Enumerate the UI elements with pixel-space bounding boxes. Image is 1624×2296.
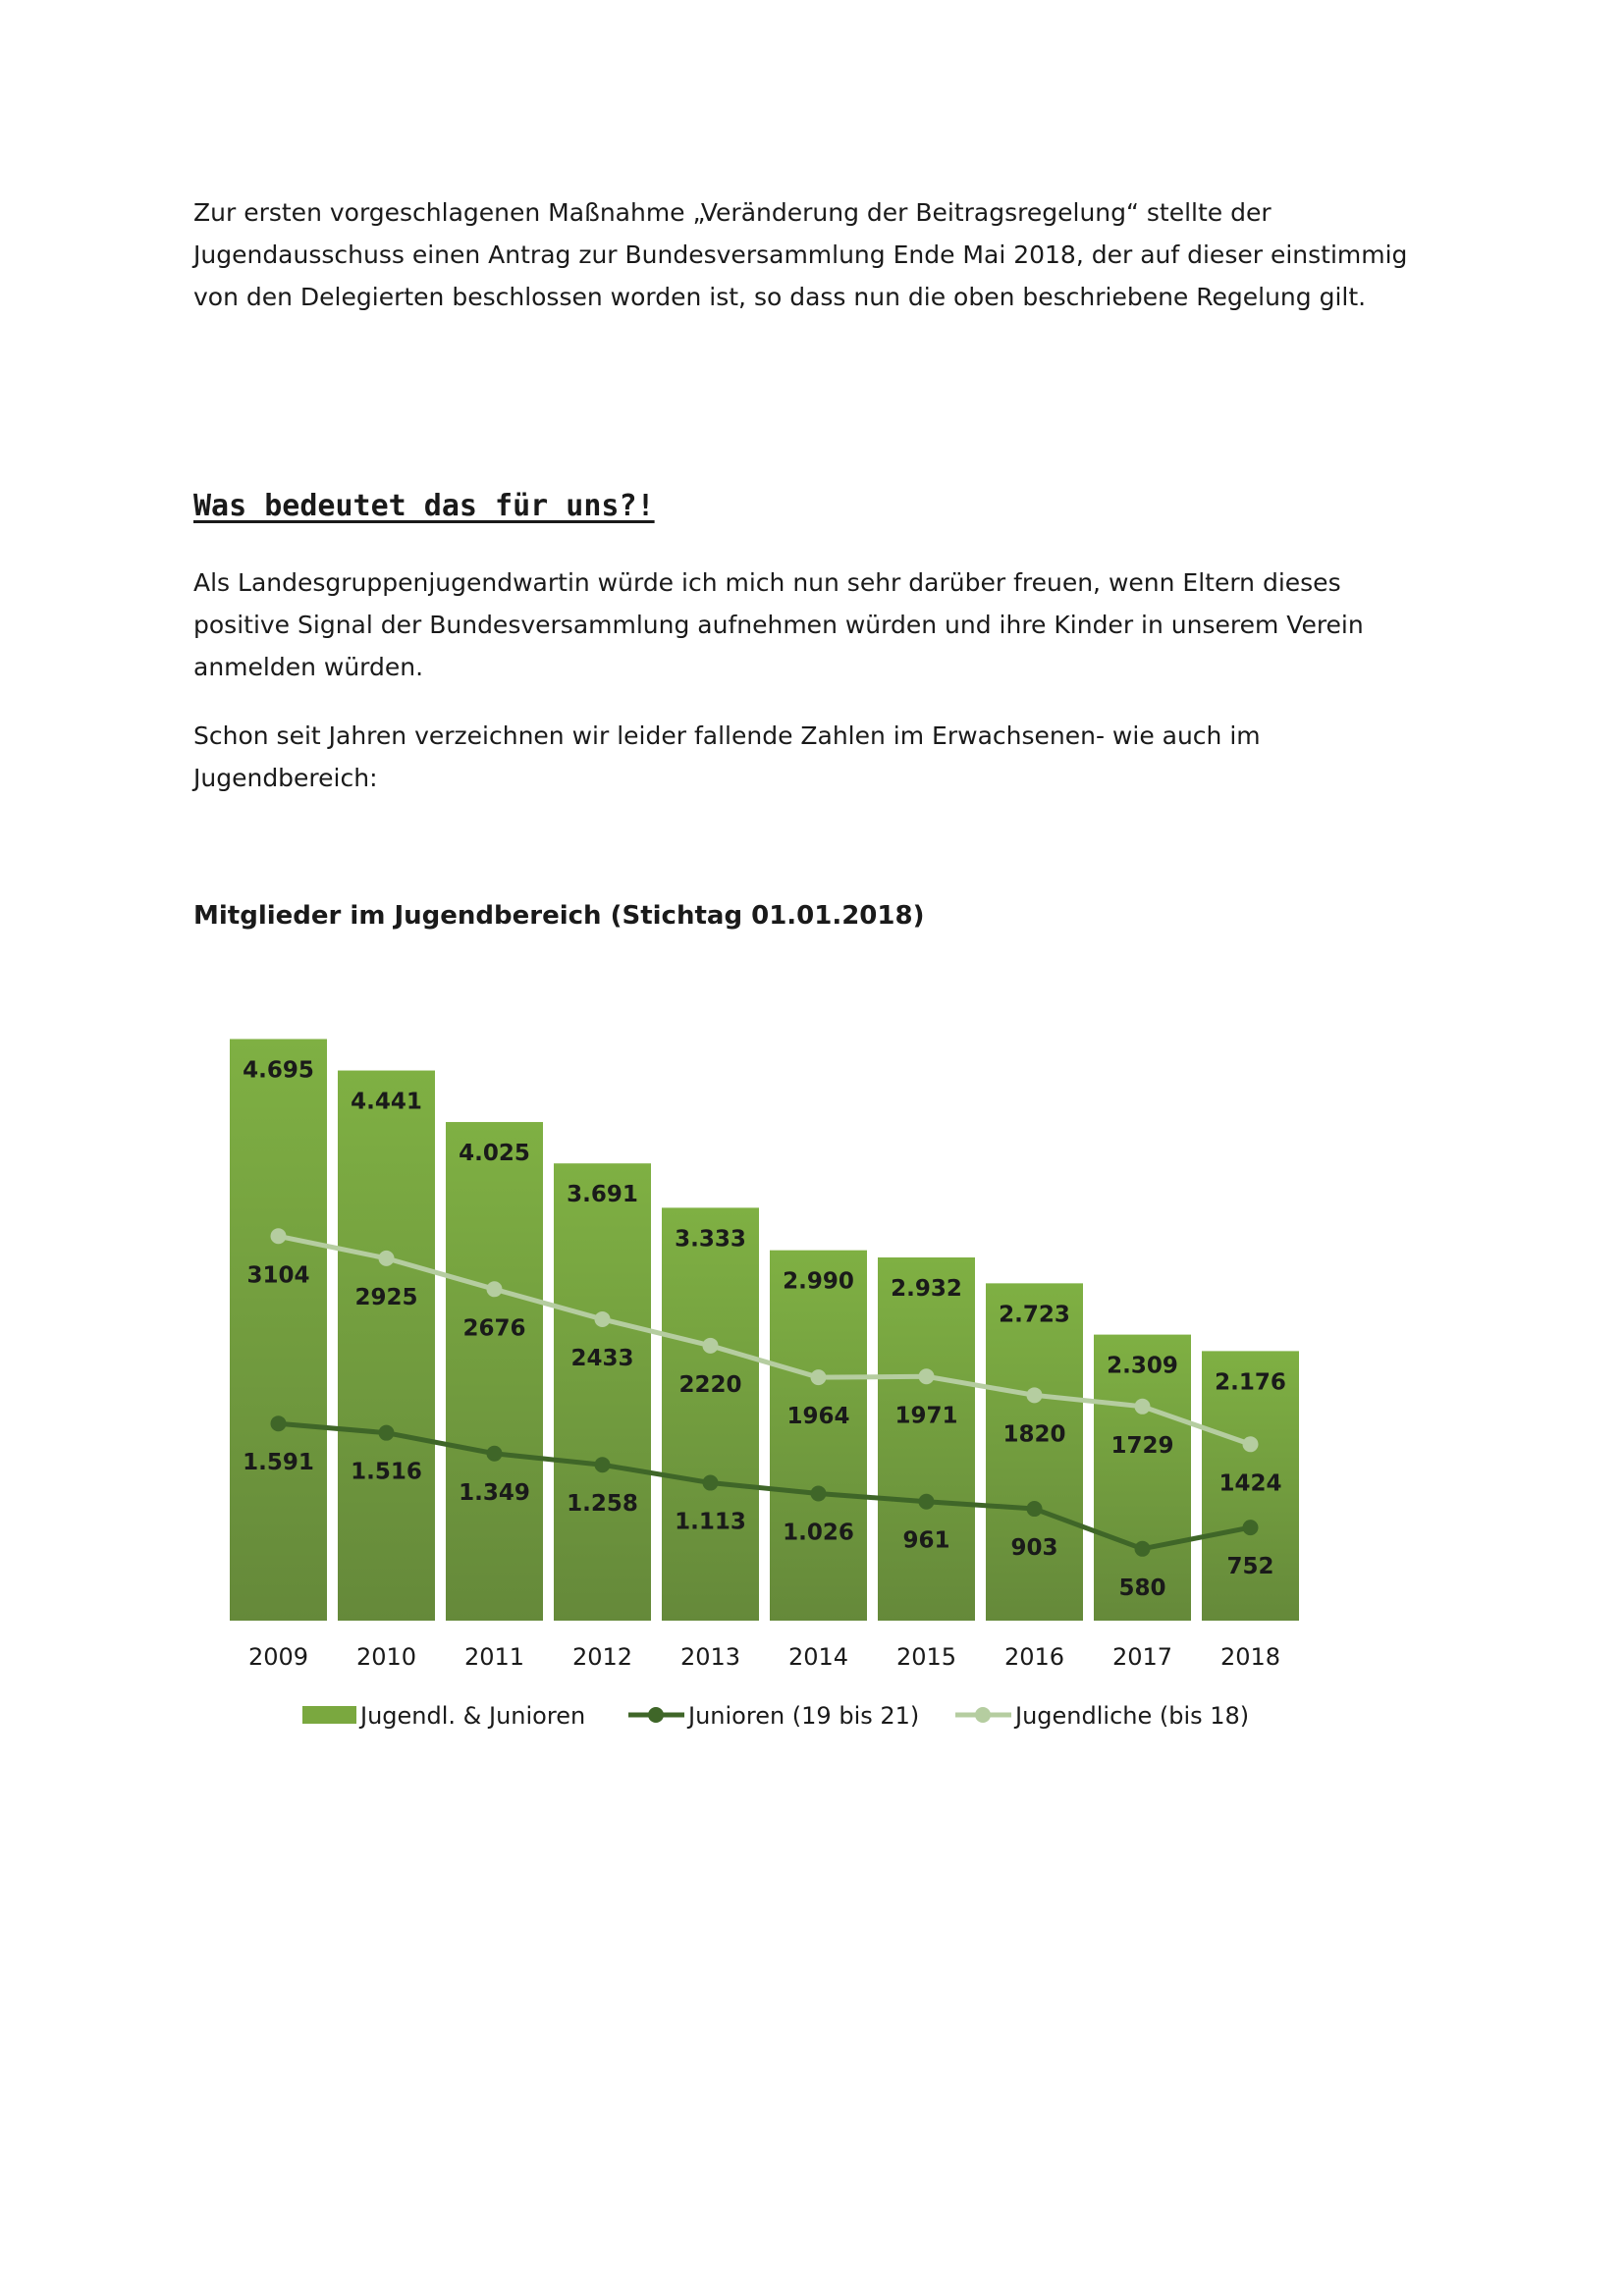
bar-2013 [662,1207,759,1621]
junioren-label-2015: 961 [902,1528,949,1554]
junioren-point-2009 [270,1415,287,1432]
section-heading: Was bedeutet das für uns?! [193,489,655,523]
jugendliche-label-2016: 1820 [1002,1421,1065,1447]
jugendliche-label-2018: 1424 [1218,1470,1281,1496]
body-paragraph-1: Als Landesgruppenjugendwartin würde ich … [193,568,1364,681]
jugendliche-point-2012 [594,1310,611,1327]
legend-label-junioren: Junioren (19 bis 21) [686,1702,919,1730]
x-tick-2012: 2012 [572,1643,632,1671]
junioren-label-2010: 1.516 [351,1460,422,1485]
junioren-label-2016: 903 [1010,1535,1057,1561]
junioren-point-2013 [702,1474,719,1491]
junioren-point-2015 [918,1493,935,1510]
junioren-point-2014 [810,1485,827,1502]
junioren-label-2017: 580 [1118,1575,1165,1601]
junioren-label-2012: 1.258 [567,1491,638,1517]
junioren-point-2016 [1026,1501,1043,1518]
junioren-point-2012 [594,1457,611,1473]
bar-2012 [554,1163,651,1621]
legend-marker-junioren [648,1707,664,1723]
bar-label-2010: 4.441 [351,1090,422,1115]
jugendliche-point-2018 [1242,1436,1259,1453]
legend-marker-jugendliche [975,1707,991,1723]
jugendliche-point-2016 [1026,1387,1043,1404]
legend-label-bars: Jugendl. & Junioren [358,1702,585,1730]
bar-label-2015: 2.932 [891,1276,962,1302]
jugendliche-label-2010: 2925 [354,1285,417,1310]
x-tick-2009: 2009 [248,1643,308,1671]
jugendliche-label-2015: 1971 [894,1403,957,1428]
junioren-point-2017 [1134,1540,1151,1557]
junioren-label-2018: 752 [1226,1554,1273,1579]
x-tick-2013: 2013 [680,1643,740,1671]
bar-label-2014: 2.990 [783,1269,854,1295]
x-tick-2016: 2016 [1004,1643,1064,1671]
bar-2017 [1094,1334,1191,1621]
jugendliche-point-2009 [270,1228,287,1245]
x-tick-2010: 2010 [356,1643,416,1671]
junioren-label-2014: 1.026 [783,1521,854,1546]
jugendliche-point-2010 [378,1250,395,1266]
intro-paragraph: Zur ersten vorgeschlagenen Maßnahme „Ver… [193,198,1408,311]
bar-2018 [1202,1351,1299,1621]
jugendliche-point-2017 [1134,1398,1151,1415]
x-tick-2017: 2017 [1112,1643,1172,1671]
bar-2010 [338,1070,435,1621]
body-paragraph-2: Schon seit Jahren verzeichnen wir leider… [193,721,1261,792]
jugendliche-point-2015 [918,1368,935,1385]
junioren-label-2009: 1.591 [243,1450,314,1475]
jugendliche-line [277,1233,1252,1447]
jugendliche-label-2012: 2433 [570,1346,633,1371]
chart-title: Mitglieder im Jugendbereich (Stichtag 01… [193,901,925,931]
junioren-label-2013: 1.113 [675,1510,746,1535]
x-tick-2015: 2015 [896,1643,956,1671]
bar-2009 [230,1039,327,1621]
bar-label-2009: 4.695 [243,1057,314,1083]
junioren-label-2011: 1.349 [459,1480,530,1506]
bar-label-2011: 4.025 [459,1141,530,1166]
bar-label-2016: 2.723 [999,1302,1070,1327]
junioren-point-2018 [1242,1520,1259,1536]
bar-2014 [770,1250,867,1621]
jugendliche-point-2013 [702,1337,719,1354]
x-tick-2018: 2018 [1220,1643,1280,1671]
jugendliche-label-2009: 3104 [246,1262,309,1288]
bar-2011 [446,1122,543,1621]
jugendliche-label-2013: 2220 [678,1372,741,1398]
legend-swatch-bars [302,1706,356,1724]
bar-label-2017: 2.309 [1107,1354,1178,1379]
x-tick-2014: 2014 [788,1643,848,1671]
junioren-point-2011 [486,1445,503,1462]
bar-2015 [878,1256,975,1621]
bar-2016 [986,1283,1083,1621]
jugendliche-point-2014 [810,1369,827,1386]
bar-label-2013: 3.333 [675,1226,746,1252]
jugendliche-label-2014: 1964 [786,1404,849,1429]
legend-label-jugendliche: Jugendliche (bis 18) [1013,1702,1249,1730]
jugendliche-label-2017: 1729 [1110,1433,1173,1459]
x-tick-2011: 2011 [464,1643,524,1671]
bar-label-2018: 2.176 [1215,1369,1286,1395]
junioren-point-2010 [378,1424,395,1441]
jugendliche-label-2011: 2676 [462,1315,525,1341]
jugendliche-point-2011 [486,1281,503,1298]
junioren-line [278,1420,1251,1552]
bar-label-2012: 3.691 [567,1182,638,1207]
